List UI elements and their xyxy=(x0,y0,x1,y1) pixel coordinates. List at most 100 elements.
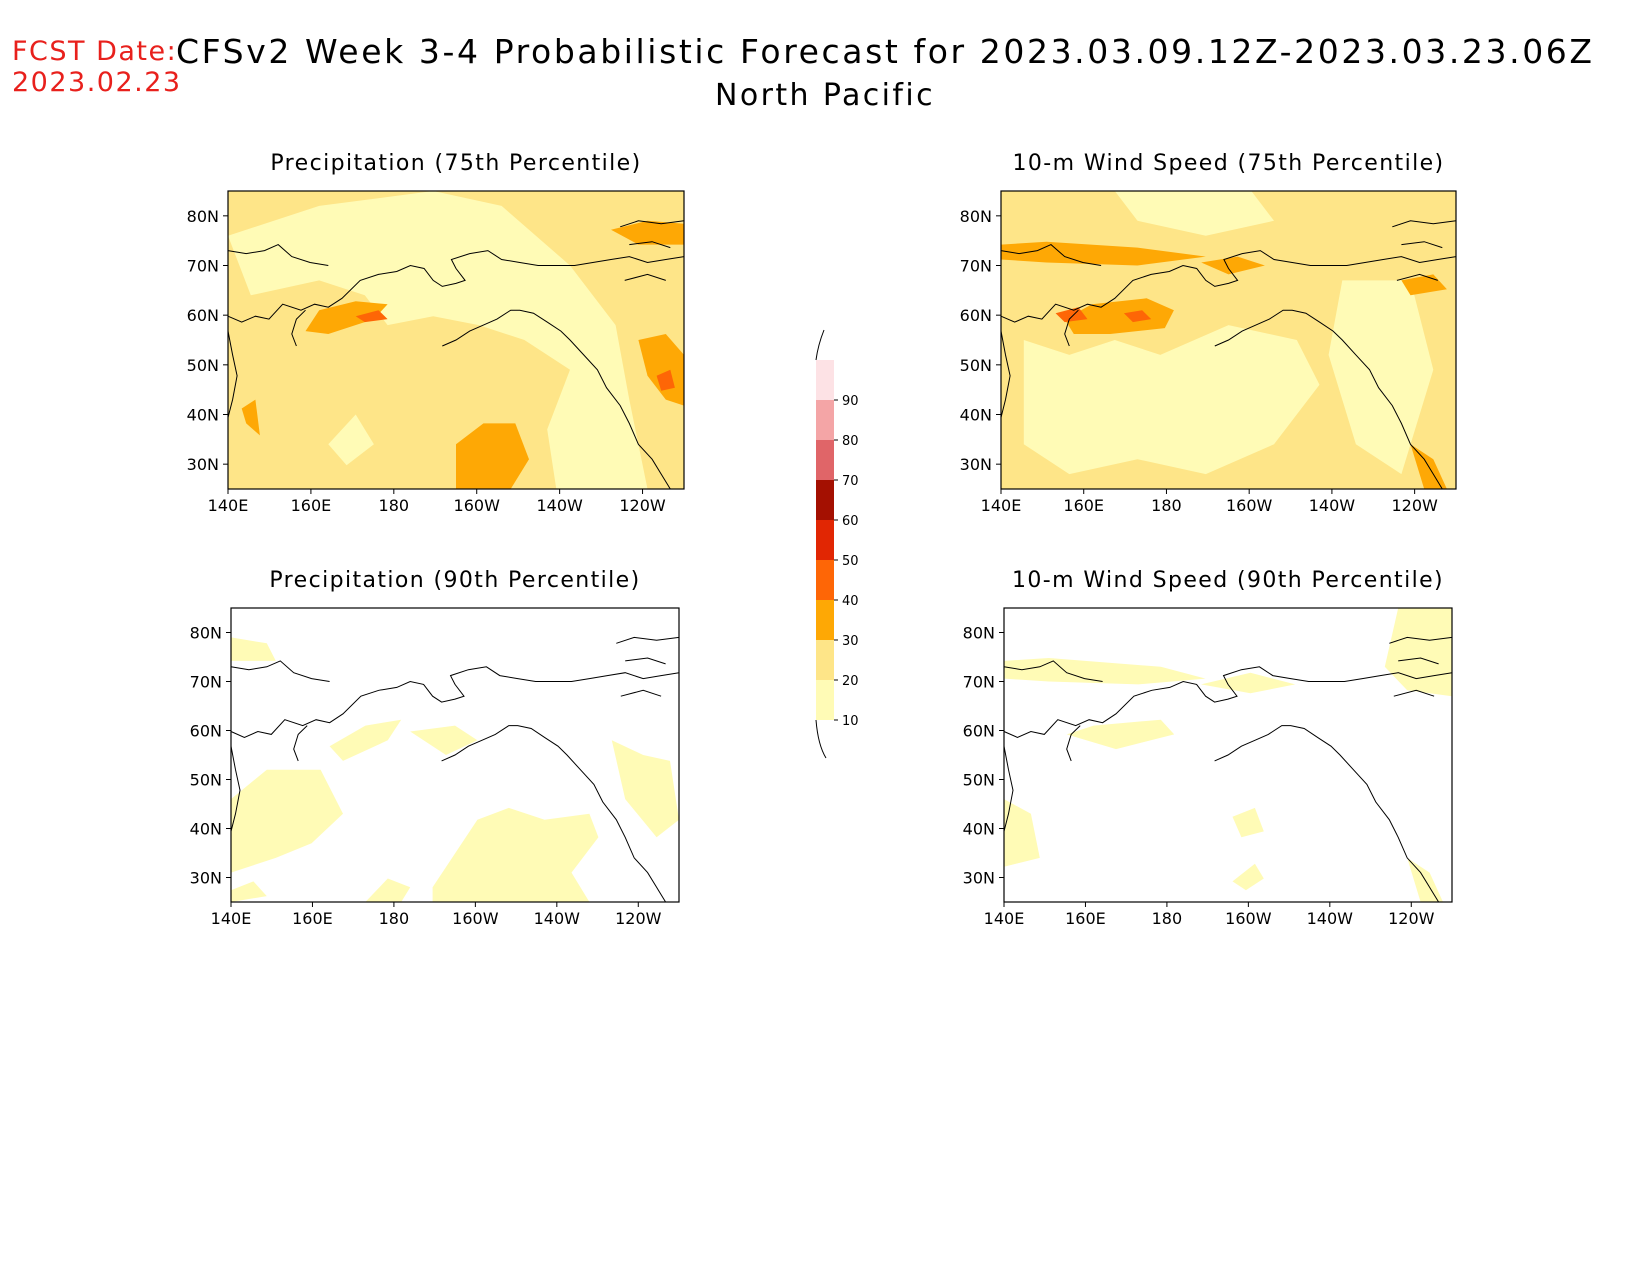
coastline xyxy=(227,244,329,266)
map-precip-90: 140E 160E 180 160W 140W 120W 80N 70N 60N 50N 40N 30… xyxy=(190,607,680,928)
lon-tick-label: 140E xyxy=(984,909,1025,928)
colorbar-segment xyxy=(816,440,834,480)
coastline xyxy=(629,241,671,249)
coastline xyxy=(230,746,241,832)
coastline xyxy=(620,220,685,228)
map-frame xyxy=(1000,190,1457,490)
panel-title: 10-m Wind Speed (75th Percentile) xyxy=(1012,151,1445,176)
panel-wind-75: 10-m Wind Speed (75th Percentile) 140E 16… xyxy=(960,151,1457,515)
colorbar-segment xyxy=(816,560,834,600)
coastline xyxy=(1000,244,1102,266)
coastline xyxy=(1401,241,1443,249)
lat-tick-label: 30N xyxy=(190,869,222,888)
region-title-text: North Pacific xyxy=(715,78,935,113)
probability-contour-fill xyxy=(1123,310,1152,323)
coastline xyxy=(1392,220,1457,228)
lat-tick-label: 60N xyxy=(963,722,995,741)
probability-contour-fill xyxy=(241,399,260,436)
probability-contour-fill xyxy=(1328,280,1434,475)
lat-tick-label: 40N xyxy=(187,406,219,425)
lon-tick-label: 180 xyxy=(379,496,410,515)
probability-contour-fill xyxy=(1114,191,1274,236)
map-frame xyxy=(1003,607,1453,903)
coastline xyxy=(1003,746,1014,832)
lon-tick-label: 140W xyxy=(534,909,581,928)
probability-contour-fill xyxy=(1004,799,1040,867)
lon-tick-label: 160E xyxy=(1065,909,1106,928)
probability-contour-fill xyxy=(1232,863,1264,891)
lat-tick-label: 70N xyxy=(187,257,219,276)
lat-tick-label: 40N xyxy=(190,820,222,839)
fcst-date-label: FCST Date: 2023.02.23 xyxy=(12,36,182,98)
lon-tick-label: 140E xyxy=(981,496,1022,515)
coastline xyxy=(1066,725,1081,762)
coastline xyxy=(1396,273,1438,281)
probability-contour-fill xyxy=(1023,325,1320,475)
colorbar-label: 40 xyxy=(842,594,859,609)
lat-tick-label: 60N xyxy=(190,722,222,741)
probability-contour-fill xyxy=(611,220,684,245)
coastline xyxy=(441,725,667,903)
lat-tick-label: 80N xyxy=(187,207,219,226)
fcst-label-text: FCST Date: xyxy=(12,36,178,67)
colorbar-label: 50 xyxy=(842,554,859,569)
colorbar-tail xyxy=(815,719,827,759)
lon-tick-label: 160E xyxy=(1063,496,1104,515)
region-title: North Pacific xyxy=(0,78,1650,113)
lon-tick-label: 140W xyxy=(1309,496,1356,515)
colorbar-segment xyxy=(816,480,834,520)
panel-wind-90: 10-m Wind Speed (90th Percentile) 140E 16… xyxy=(963,568,1453,928)
colorbar-label: 30 xyxy=(842,634,859,649)
lat-tick-label: 50N xyxy=(190,771,222,790)
probability-contour-fill xyxy=(410,725,478,755)
probability-contour-fill xyxy=(1232,807,1264,838)
lon-tick-label: 180 xyxy=(379,909,410,928)
lat-tick-label: 30N xyxy=(960,455,992,474)
colorbar-label: 90 xyxy=(842,394,859,409)
lon-tick-label: 160W xyxy=(1226,496,1273,515)
lat-tick-label: 70N xyxy=(963,673,995,692)
coastline xyxy=(625,657,666,665)
lat-tick-label: 40N xyxy=(960,406,992,425)
lon-tick-label: 160W xyxy=(454,496,501,515)
coastline xyxy=(1393,689,1435,697)
fcst-date-value: 2023.02.23 xyxy=(12,67,182,98)
coastline xyxy=(1214,309,1443,490)
lon-tick-label: 120W xyxy=(615,909,662,928)
probability-contour-fill xyxy=(1001,241,1206,266)
lat-tick-label: 80N xyxy=(963,624,995,643)
lon-tick-label: 120W xyxy=(1391,496,1438,515)
probability-contour-fill xyxy=(432,807,599,902)
coastline xyxy=(230,660,330,682)
colorbar-label: 60 xyxy=(842,514,859,529)
probability-contour-fill xyxy=(611,740,679,838)
lat-tick-label: 40N xyxy=(963,820,995,839)
panel-title: Precipitation (75th Percentile) xyxy=(270,151,642,176)
panel-title: Precipitation (90th Percentile) xyxy=(269,568,641,593)
colorbar-segment xyxy=(816,600,834,640)
probability-contour-fill xyxy=(231,637,276,661)
coastline xyxy=(1064,309,1079,347)
lat-tick-label: 50N xyxy=(187,356,219,375)
lat-tick-label: 30N xyxy=(963,869,995,888)
probability-contour-fill xyxy=(1055,307,1088,323)
lon-tick-label: 140W xyxy=(536,496,583,515)
probability-contour-fill xyxy=(231,769,343,873)
lat-tick-label: 60N xyxy=(960,306,992,325)
probability-contour-fill xyxy=(305,301,388,334)
colorbar-segment xyxy=(816,360,834,400)
probability-contour-fill xyxy=(1201,256,1265,275)
map-precip-75: 140E 160E 180 160W 140W 120W 80N 70N 60N 50N 40N 30… xyxy=(187,190,685,515)
lon-tick-label: 120W xyxy=(619,496,666,515)
probability-contour-fill xyxy=(328,414,374,466)
map-frame xyxy=(227,190,685,490)
lat-tick-label: 70N xyxy=(190,673,222,692)
lon-tick-label: 140W xyxy=(1307,909,1354,928)
probability-contour-fill xyxy=(456,423,529,489)
lon-tick-label: 180 xyxy=(1152,909,1183,928)
coastline xyxy=(616,636,680,644)
lon-tick-label: 160E xyxy=(291,496,332,515)
lon-tick-label: 160W xyxy=(1225,909,1272,928)
lon-tick-label: 180 xyxy=(1151,496,1182,515)
coastline xyxy=(1398,657,1439,665)
